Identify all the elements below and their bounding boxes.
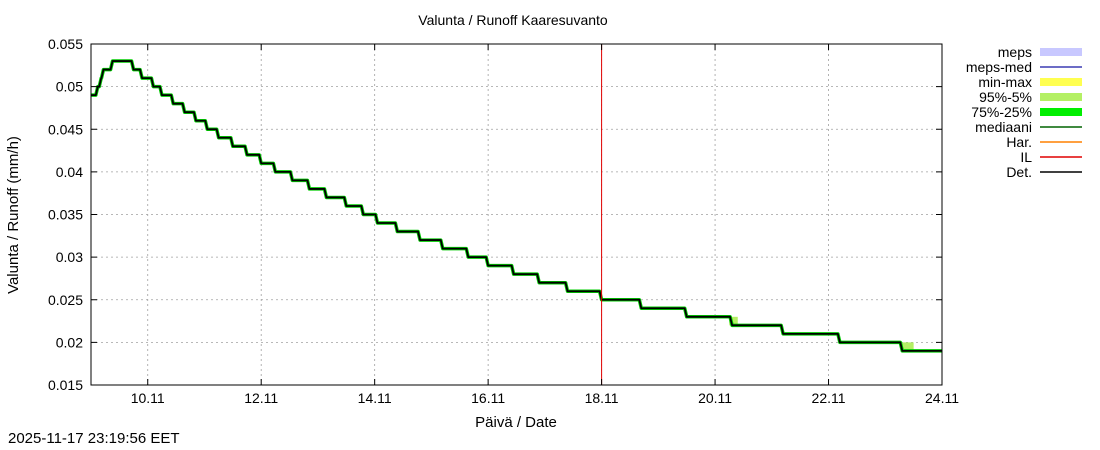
y-tick-label: 0.025	[48, 292, 83, 308]
legend-swatch-75-25	[1040, 108, 1082, 116]
y-tick-label: 0.045	[48, 121, 83, 137]
x-tick-label: 20.11	[698, 390, 732, 406]
axis-ticks: 10.11 12.11 14.11 16.11 18.11 20.11 22.11 24.11…	[48, 36, 959, 406]
y-tick-label: 0.055	[48, 36, 83, 52]
y-tick-label: 0.04	[56, 164, 83, 180]
legend: mepsmeps-medmin-max95%-5%75%-25%mediaani…	[966, 44, 1082, 180]
x-tick-label: 16.11	[471, 390, 505, 406]
series-lines	[91, 59, 942, 353]
chart-title: Valunta / Runoff Kaaresuvanto	[418, 12, 608, 28]
legend-swatch-meps	[1040, 48, 1082, 56]
legend-label-meps: meps	[998, 44, 1032, 60]
legend-label-95-5: 95%-5%	[979, 89, 1032, 105]
legend-label-min-max: min-max	[978, 74, 1032, 90]
timestamp: 2025-11-17 23:19:56 EET	[8, 430, 180, 447]
legend-label-mediaani: mediaani	[975, 119, 1032, 135]
x-tick-label: 22.11	[812, 390, 846, 406]
series-det-line	[91, 60, 942, 352]
y-axis-label: Valunta / Runoff (mm/h)	[5, 136, 22, 294]
band-95-5-	[729, 316, 738, 326]
x-tick-label: 24.11	[925, 390, 959, 406]
band-95-5-	[902, 342, 914, 351]
legend-label-75-25: 75%-25%	[971, 104, 1032, 120]
legend-label-meps-med: meps-med	[966, 59, 1032, 75]
legend-label-det: Det.	[1006, 164, 1032, 180]
x-axis-label: Päivä / Date	[475, 414, 557, 431]
x-tick-label: 18.11	[585, 390, 619, 406]
y-tick-label: 0.03	[56, 249, 83, 265]
legend-swatch-95-5	[1040, 93, 1082, 101]
uncertainty-bands	[729, 316, 914, 351]
legend-swatch-min-max	[1040, 78, 1082, 86]
legend-label-har: Har.	[1006, 134, 1032, 150]
x-tick-label: 10.11	[131, 390, 165, 406]
y-tick-label: 0.015	[48, 377, 83, 393]
y-tick-label: 0.02	[56, 334, 83, 350]
grid-lines	[91, 44, 942, 385]
legend-label-il: IL	[1020, 149, 1032, 165]
y-tick-label: 0.05	[56, 79, 83, 95]
y-tick-label: 0.035	[48, 207, 83, 223]
x-tick-label: 14.11	[358, 390, 392, 406]
x-tick-label: 12.11	[244, 390, 278, 406]
series-mediaani-line	[91, 59, 942, 353]
